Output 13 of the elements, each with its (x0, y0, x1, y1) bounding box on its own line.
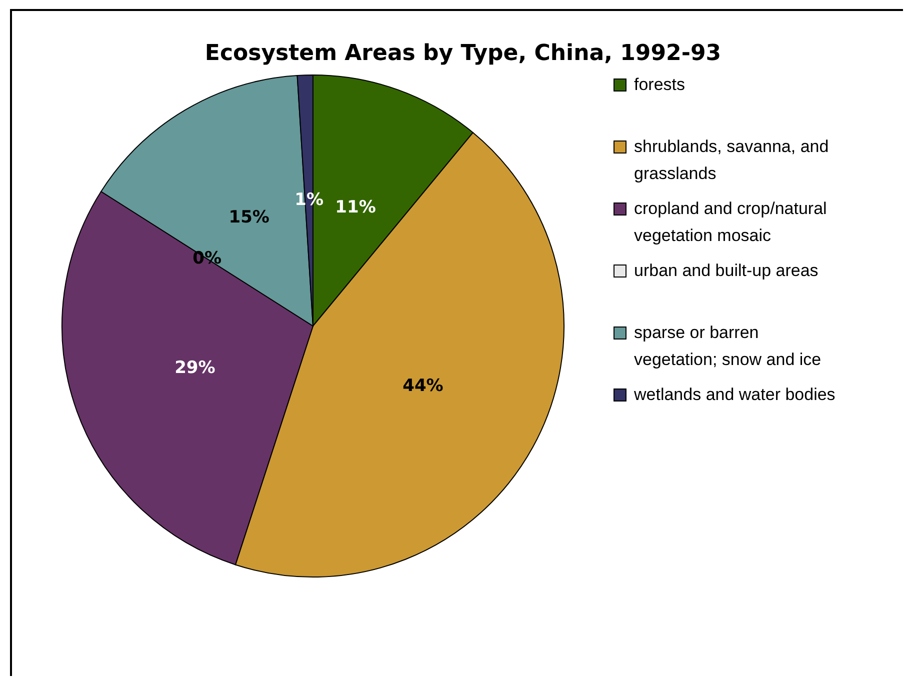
legend-label: cropland and crop/natural vegetation mosaic (634, 199, 827, 246)
chart-title: Ecosystem Areas by Type, China, 1992-93 (204, 41, 722, 66)
data-label: 15% (228, 208, 270, 228)
legend-label: wetlands and water bodies (633, 385, 836, 404)
legend-label: urban and built-up areas (634, 261, 818, 280)
data-label: 1% (294, 190, 324, 210)
data-label: 44% (402, 376, 444, 396)
legend-label: shrublands, savanna, and grasslands (634, 137, 829, 184)
legend-label: sparse or barren vegetation; snow and ice (634, 323, 822, 370)
data-label: 29% (174, 358, 216, 378)
legend-label: forests (634, 75, 686, 94)
text: 0% (192, 248, 222, 268)
data-label: 11% (335, 198, 376, 218)
